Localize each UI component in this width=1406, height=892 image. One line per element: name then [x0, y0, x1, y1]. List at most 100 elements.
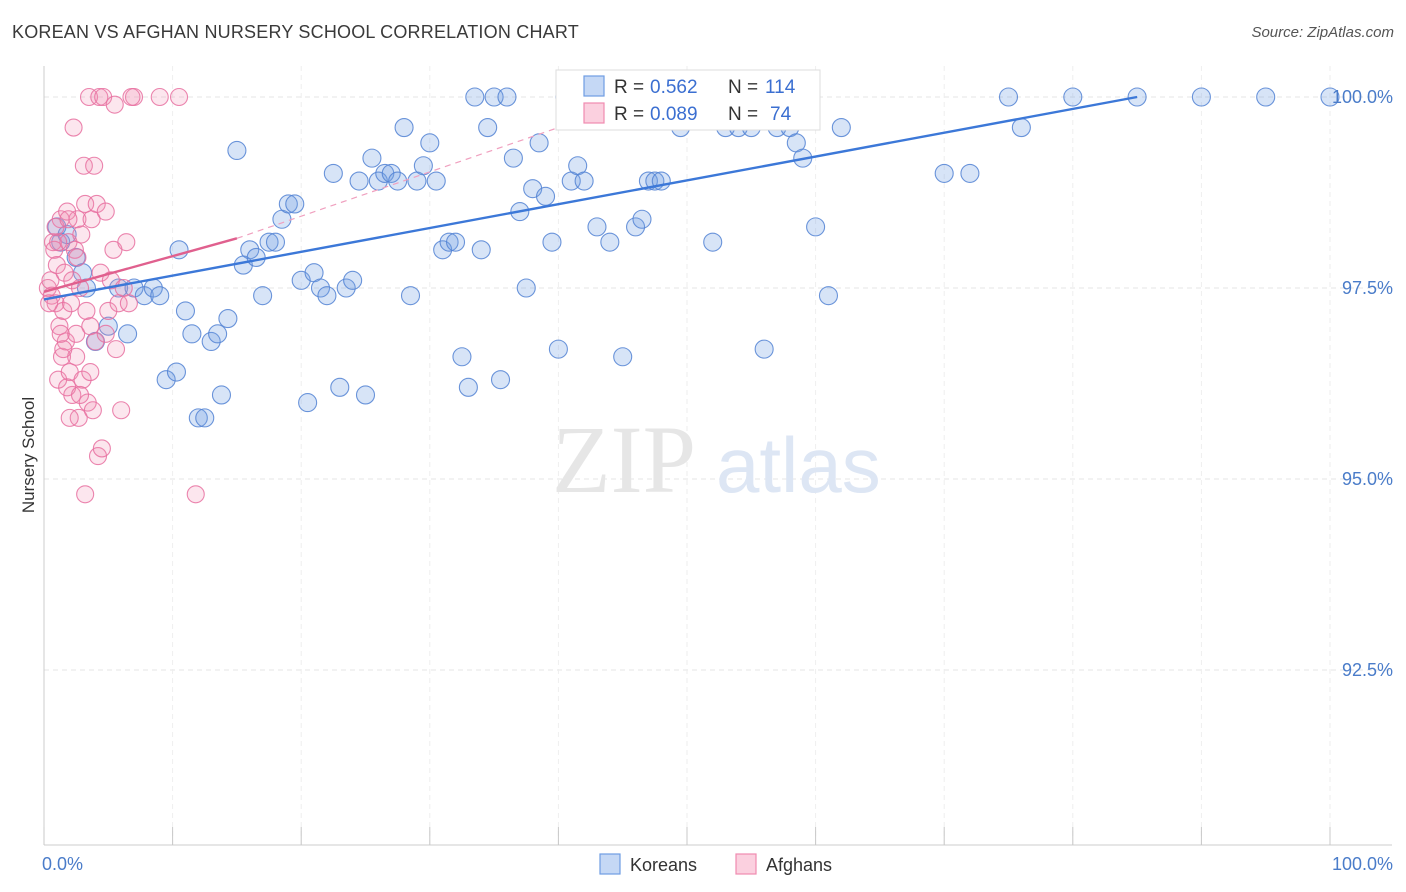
- data-point-afghan: [169, 87, 189, 107]
- series-koreans: [47, 87, 1340, 428]
- data-point-korean: [381, 163, 401, 183]
- data-point-korean: [218, 309, 238, 329]
- stats-r-value-koreans: 0.562: [650, 77, 698, 98]
- y-tick-label: 92.5%: [1342, 660, 1393, 680]
- data-point-korean: [201, 331, 221, 352]
- x-tick-label: 0.0%: [42, 854, 83, 874]
- data-point-afghan: [99, 301, 118, 320]
- data-point-afghan: [49, 233, 68, 252]
- y-axis-label: Nursery School: [19, 397, 38, 513]
- data-point-afghan: [55, 263, 74, 282]
- trendline-afghans-extension: [236, 126, 559, 239]
- data-point-korean: [362, 148, 382, 168]
- x-tick-label: 100.0%: [1332, 854, 1393, 874]
- data-point-afghan: [106, 340, 126, 359]
- data-point-korean: [1191, 87, 1211, 107]
- data-point-korean: [349, 171, 369, 191]
- data-point-korean: [806, 217, 826, 237]
- stats-r-value-afghans: 0.089: [650, 104, 698, 125]
- data-point-afghan: [60, 408, 79, 427]
- data-point-korean: [330, 377, 350, 397]
- source-label: Source: ZipAtlas.com: [1251, 24, 1394, 41]
- data-point-korean: [323, 163, 343, 183]
- gridlines: [44, 66, 1392, 845]
- data-point-afghan: [79, 87, 99, 107]
- legend-swatch-koreans: [599, 853, 621, 875]
- data-point-korean: [1063, 87, 1083, 107]
- data-point-afghan: [86, 332, 105, 351]
- data-point-afghan: [51, 324, 70, 343]
- data-point-afghan: [92, 439, 111, 458]
- data-point-korean: [343, 270, 363, 290]
- data-point-afghan: [117, 233, 136, 252]
- data-point-afghan: [54, 301, 73, 320]
- data-point-korean: [310, 278, 331, 298]
- trendline-afghans: [43, 237, 238, 293]
- data-point-afghan: [83, 401, 102, 420]
- stats-r-label-afghans: R =: [614, 104, 644, 125]
- data-point-korean: [478, 118, 498, 138]
- data-point-korean: [831, 118, 851, 138]
- axes: [43, 66, 1392, 846]
- data-point-korean: [626, 217, 646, 237]
- data-point-afghan: [59, 210, 78, 229]
- data-point-korean: [336, 278, 356, 298]
- data-point-korean: [188, 408, 208, 428]
- trend-lines: [43, 95, 1138, 301]
- stats-n-value-koreans: 114: [765, 77, 796, 98]
- data-point-korean: [465, 87, 485, 107]
- data-point-korean: [542, 232, 562, 252]
- data-point-korean: [211, 385, 232, 405]
- data-point-korean: [960, 163, 980, 183]
- data-point-afghan: [52, 347, 72, 366]
- data-point-korean: [439, 232, 459, 252]
- data-point-korean: [195, 408, 215, 428]
- data-point-korean: [265, 232, 286, 252]
- data-point-afghan: [150, 87, 169, 107]
- legend-label-koreans: Koreans: [630, 855, 697, 875]
- data-point-afghan: [112, 401, 131, 420]
- legend-swatch-afghans: [735, 853, 757, 875]
- data-point-korean: [497, 87, 517, 107]
- data-point-korean: [548, 339, 568, 359]
- data-point-korean: [253, 286, 273, 306]
- watermark-zip: ZIP: [552, 406, 696, 513]
- data-point-korean: [182, 324, 202, 344]
- data-point-korean: [600, 232, 620, 252]
- data-point-afghan: [96, 202, 115, 221]
- data-point-afghan: [76, 485, 95, 504]
- series-afghans: [38, 87, 205, 504]
- data-point-korean: [355, 385, 376, 405]
- legend-label-afghans: Afghans: [766, 855, 832, 875]
- data-point-korean: [420, 133, 440, 153]
- data-point-afghan: [90, 87, 109, 107]
- data-point-korean: [150, 286, 170, 306]
- data-point-korean: [452, 347, 472, 367]
- data-point-korean: [208, 324, 228, 344]
- data-point-korean: [240, 240, 260, 260]
- data-point-korean: [934, 163, 954, 183]
- data-point-korean: [703, 232, 723, 252]
- data-point-korean: [278, 194, 298, 214]
- data-point-korean: [503, 148, 523, 168]
- data-point-afghan: [54, 340, 73, 359]
- data-point-korean: [471, 240, 491, 260]
- data-point-korean: [246, 247, 266, 267]
- data-point-korean: [394, 118, 414, 138]
- data-point-korean: [490, 370, 511, 390]
- chart-title: KOREAN VS AFGHAN NURSERY SCHOOL CORRELAT…: [12, 22, 579, 42]
- data-point-korean: [298, 393, 318, 413]
- data-point-korean: [317, 286, 337, 306]
- stats-swatch-koreans: [583, 75, 605, 97]
- data-point-afghan: [72, 225, 91, 244]
- data-point-afghan: [61, 294, 81, 313]
- stats-r-label-koreans: R =: [614, 77, 644, 98]
- data-point-korean: [587, 217, 607, 237]
- data-point-afghan: [74, 156, 93, 175]
- data-point-korean: [259, 232, 279, 252]
- data-point-korean: [535, 186, 556, 206]
- data-point-korean: [156, 370, 176, 390]
- data-point-korean: [426, 171, 446, 191]
- data-point-afghan: [186, 485, 205, 504]
- data-point-korean: [574, 171, 594, 191]
